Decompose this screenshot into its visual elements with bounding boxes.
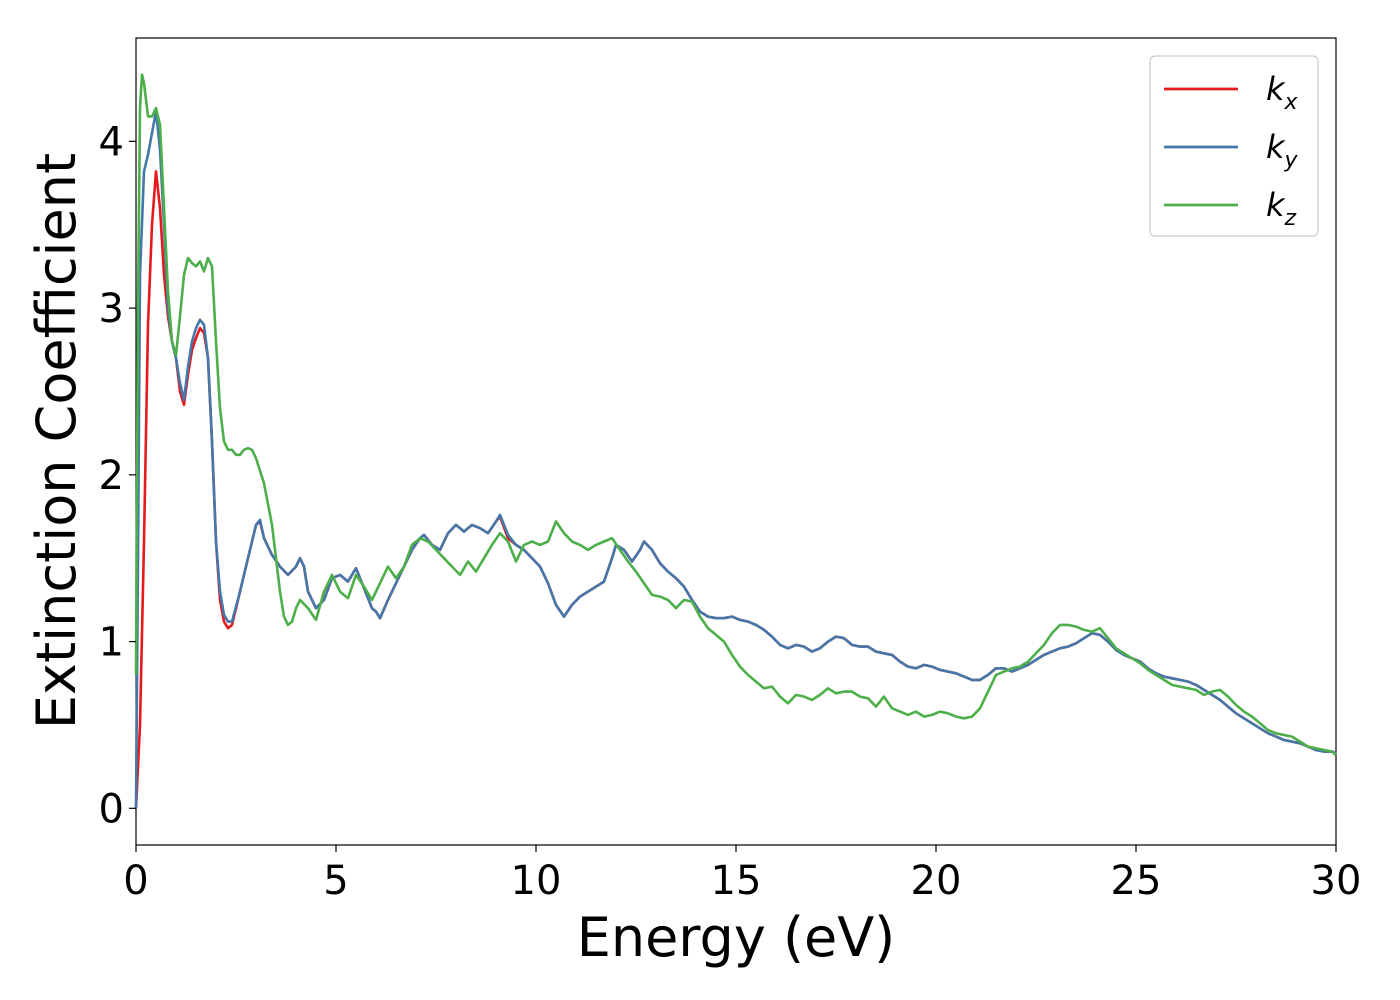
x-axis: 0 5 10 15 20 25 30 [123,845,1361,904]
y-tick-label: 0 [99,786,124,832]
series-layer [134,73,1337,809]
x-tick-label: 30 [1311,858,1362,904]
plot-frame [135,37,1337,846]
legend-subscript: y [1284,148,1299,173]
y-tick-label: 2 [99,453,124,499]
y-tick-label: 1 [99,620,124,666]
y-tick-label: 3 [99,286,124,332]
legend-subscript: x [1284,90,1299,115]
y-axis-label: Extinction Coefficient [25,153,88,729]
x-tick-label: 0 [123,858,148,904]
x-tick-label: 5 [323,858,348,904]
x-tick-label: 15 [711,858,762,904]
series-line-kz [134,73,1337,756]
x-tick-label: 20 [911,858,962,904]
y-axis: 0 1 2 3 4 [99,119,136,832]
y-tick-label: 4 [99,119,124,165]
legend-subscript: z [1284,206,1297,231]
x-axis-label: Energy (eV) [577,906,896,969]
x-tick-label: 25 [1111,858,1162,904]
x-tick-label: 10 [511,858,562,904]
